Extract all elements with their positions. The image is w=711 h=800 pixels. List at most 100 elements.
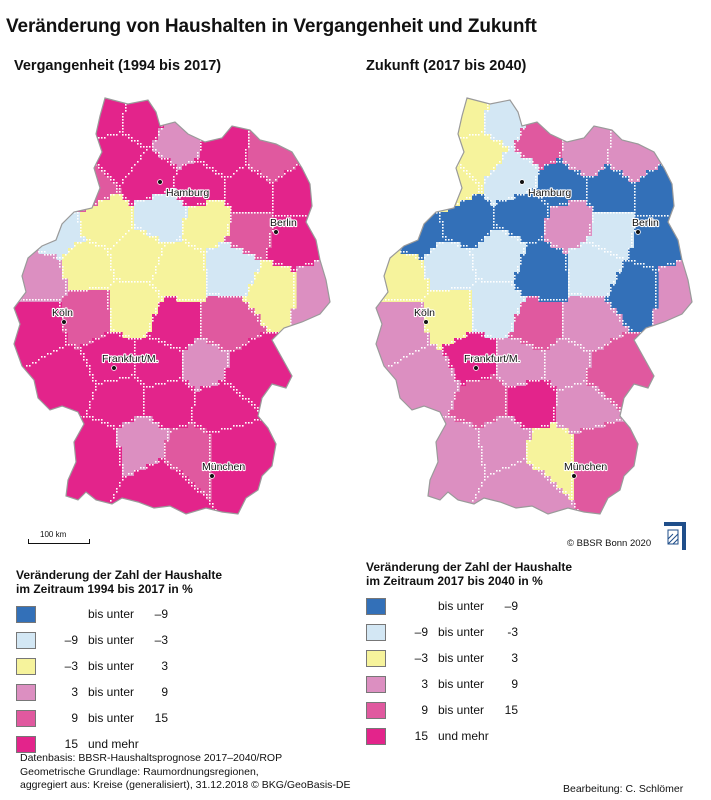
- legend-past-row: 3 bis unter 9: [16, 684, 346, 710]
- city-label: Frankfurt/M.: [464, 353, 521, 365]
- region: [14, 416, 123, 514]
- city-marker-icon: [209, 473, 215, 479]
- legend-past: Veränderung der Zahl der Haushalte im Ze…: [16, 568, 346, 762]
- city-label: Hamburg: [528, 187, 571, 199]
- map-past-country-outline: [13, 97, 331, 515]
- map-future-country-outline: [375, 97, 693, 515]
- legend-future-title-2: im Zeitraum 2017 bis 2040 in %: [366, 574, 543, 588]
- legend-to: 15: [154, 711, 168, 725]
- legend-from: –9: [64, 633, 78, 647]
- region: [508, 296, 563, 351]
- legend-past-title-1: Veränderung der Zahl der Haushalte: [16, 568, 223, 582]
- legend-word: und mehr: [438, 729, 489, 743]
- legend-future: Veränderung der Zahl der Haushalte im Ze…: [366, 560, 696, 754]
- legend-to: 3: [511, 651, 518, 665]
- legend-swatch: [16, 632, 36, 649]
- legend-to: 15: [504, 703, 518, 717]
- scale-bar: 100 km: [28, 530, 90, 544]
- legend-past-row: bis unter –9: [16, 606, 346, 632]
- legend-future-row: –3 bis unter 3: [366, 650, 696, 676]
- legend-word: bis unter: [88, 711, 135, 725]
- legend-future-row: 3 bis unter 9: [366, 676, 696, 702]
- legend-swatch: [366, 728, 386, 745]
- legend-from: –9: [414, 625, 428, 639]
- city-marker-icon: [111, 365, 117, 371]
- city-label: München: [564, 461, 607, 473]
- city-marker-icon: [473, 365, 479, 371]
- city-marker-icon: [519, 179, 525, 185]
- city-label: München: [202, 461, 245, 473]
- legend-from: 9: [71, 711, 78, 725]
- region: [200, 296, 267, 351]
- region: [176, 158, 225, 207]
- legend-future-title-1: Veränderung der Zahl der Haushalte: [366, 560, 573, 574]
- legend-past-row: 15 und mehr: [16, 736, 346, 762]
- source-line-1: Datenbasis: BBSR-Haushaltsprognose 2017–…: [20, 752, 283, 764]
- legend-word: bis unter: [438, 651, 485, 665]
- right-map-subtitle: Zukunft (2017 bis 2040): [366, 58, 527, 74]
- legend-from: 3: [71, 685, 78, 699]
- legend-word: bis unter: [438, 599, 485, 613]
- region: [248, 98, 330, 183]
- city-label: Köln: [52, 307, 73, 319]
- region: [424, 290, 473, 351]
- source-line-3: aggregiert aus: Kreise (generalisiert), …: [20, 779, 351, 791]
- legend-word: bis unter: [438, 625, 485, 639]
- legend-word: und mehr: [88, 737, 139, 751]
- legend-future-row: 15 und mehr: [366, 728, 696, 754]
- city-label: Berlin: [632, 217, 659, 229]
- region: [200, 98, 255, 177]
- scale-bar-label: 100 km: [40, 530, 67, 539]
- legend-word: bis unter: [88, 685, 135, 699]
- city-marker-icon: [423, 319, 429, 325]
- legend-from: –3: [414, 651, 428, 665]
- legend-swatch: [16, 736, 36, 753]
- region: [376, 416, 485, 514]
- region: [568, 242, 623, 297]
- region: [562, 98, 617, 177]
- legend-to: 9: [161, 685, 168, 699]
- source-line-2: Geometrische Grundlage: Raumordnungsregi…: [20, 765, 259, 778]
- map-future: Hamburg Berlin Köln Frankfurt/M. München: [362, 82, 702, 530]
- legend-swatch: [366, 624, 386, 641]
- city-label: Köln: [414, 307, 435, 319]
- legend-to: 3: [161, 659, 168, 673]
- legend-swatch: [366, 598, 386, 615]
- legend-from: 15: [64, 737, 78, 751]
- legend-past-row: –9 bis unter –3: [16, 632, 346, 658]
- city-marker-icon: [571, 473, 577, 479]
- legend-word: bis unter: [438, 703, 485, 717]
- region: [116, 416, 171, 477]
- region: [544, 200, 593, 255]
- legend-future-rows: bis unter –9 –9 bis unter -3 –3 bis unter 3 3 bis…: [366, 598, 696, 754]
- region: [182, 338, 231, 393]
- city-marker-icon: [635, 229, 641, 235]
- legend-from: –3: [64, 659, 78, 673]
- legend-future-row: 9 bis unter 15: [366, 702, 696, 728]
- city-marker-icon: [61, 319, 67, 325]
- city-marker-icon: [273, 229, 279, 235]
- source-note: Datenbasis: BBSR-Haushaltsprognose 2017–…: [20, 752, 350, 793]
- region: [610, 98, 692, 183]
- legend-swatch: [366, 650, 386, 667]
- region: [224, 164, 273, 213]
- legend-to: –9: [504, 599, 518, 613]
- legend-word: bis unter: [438, 677, 485, 691]
- legend-swatch: [16, 684, 36, 701]
- page-title: Veränderung von Haushalten in Vergangenh…: [6, 16, 537, 37]
- legend-from: 9: [421, 703, 428, 717]
- legend-swatch: [16, 710, 36, 727]
- region: [496, 188, 551, 243]
- region: [290, 254, 330, 369]
- legend-swatch: [366, 676, 386, 693]
- legend-swatch: [16, 658, 36, 675]
- legend-past-title-2: im Zeitraum 1994 bis 2017 in %: [16, 582, 193, 596]
- map-future-svg: Hamburg Berlin Köln Frankfurt/M. München: [375, 97, 693, 515]
- legend-word: bis unter: [88, 607, 135, 621]
- legend-swatch: [16, 606, 36, 623]
- region: [134, 188, 189, 243]
- region: [478, 416, 533, 477]
- region: [224, 212, 273, 261]
- city-label: Frankfurt/M.: [102, 353, 159, 365]
- legend-word: bis unter: [88, 659, 135, 673]
